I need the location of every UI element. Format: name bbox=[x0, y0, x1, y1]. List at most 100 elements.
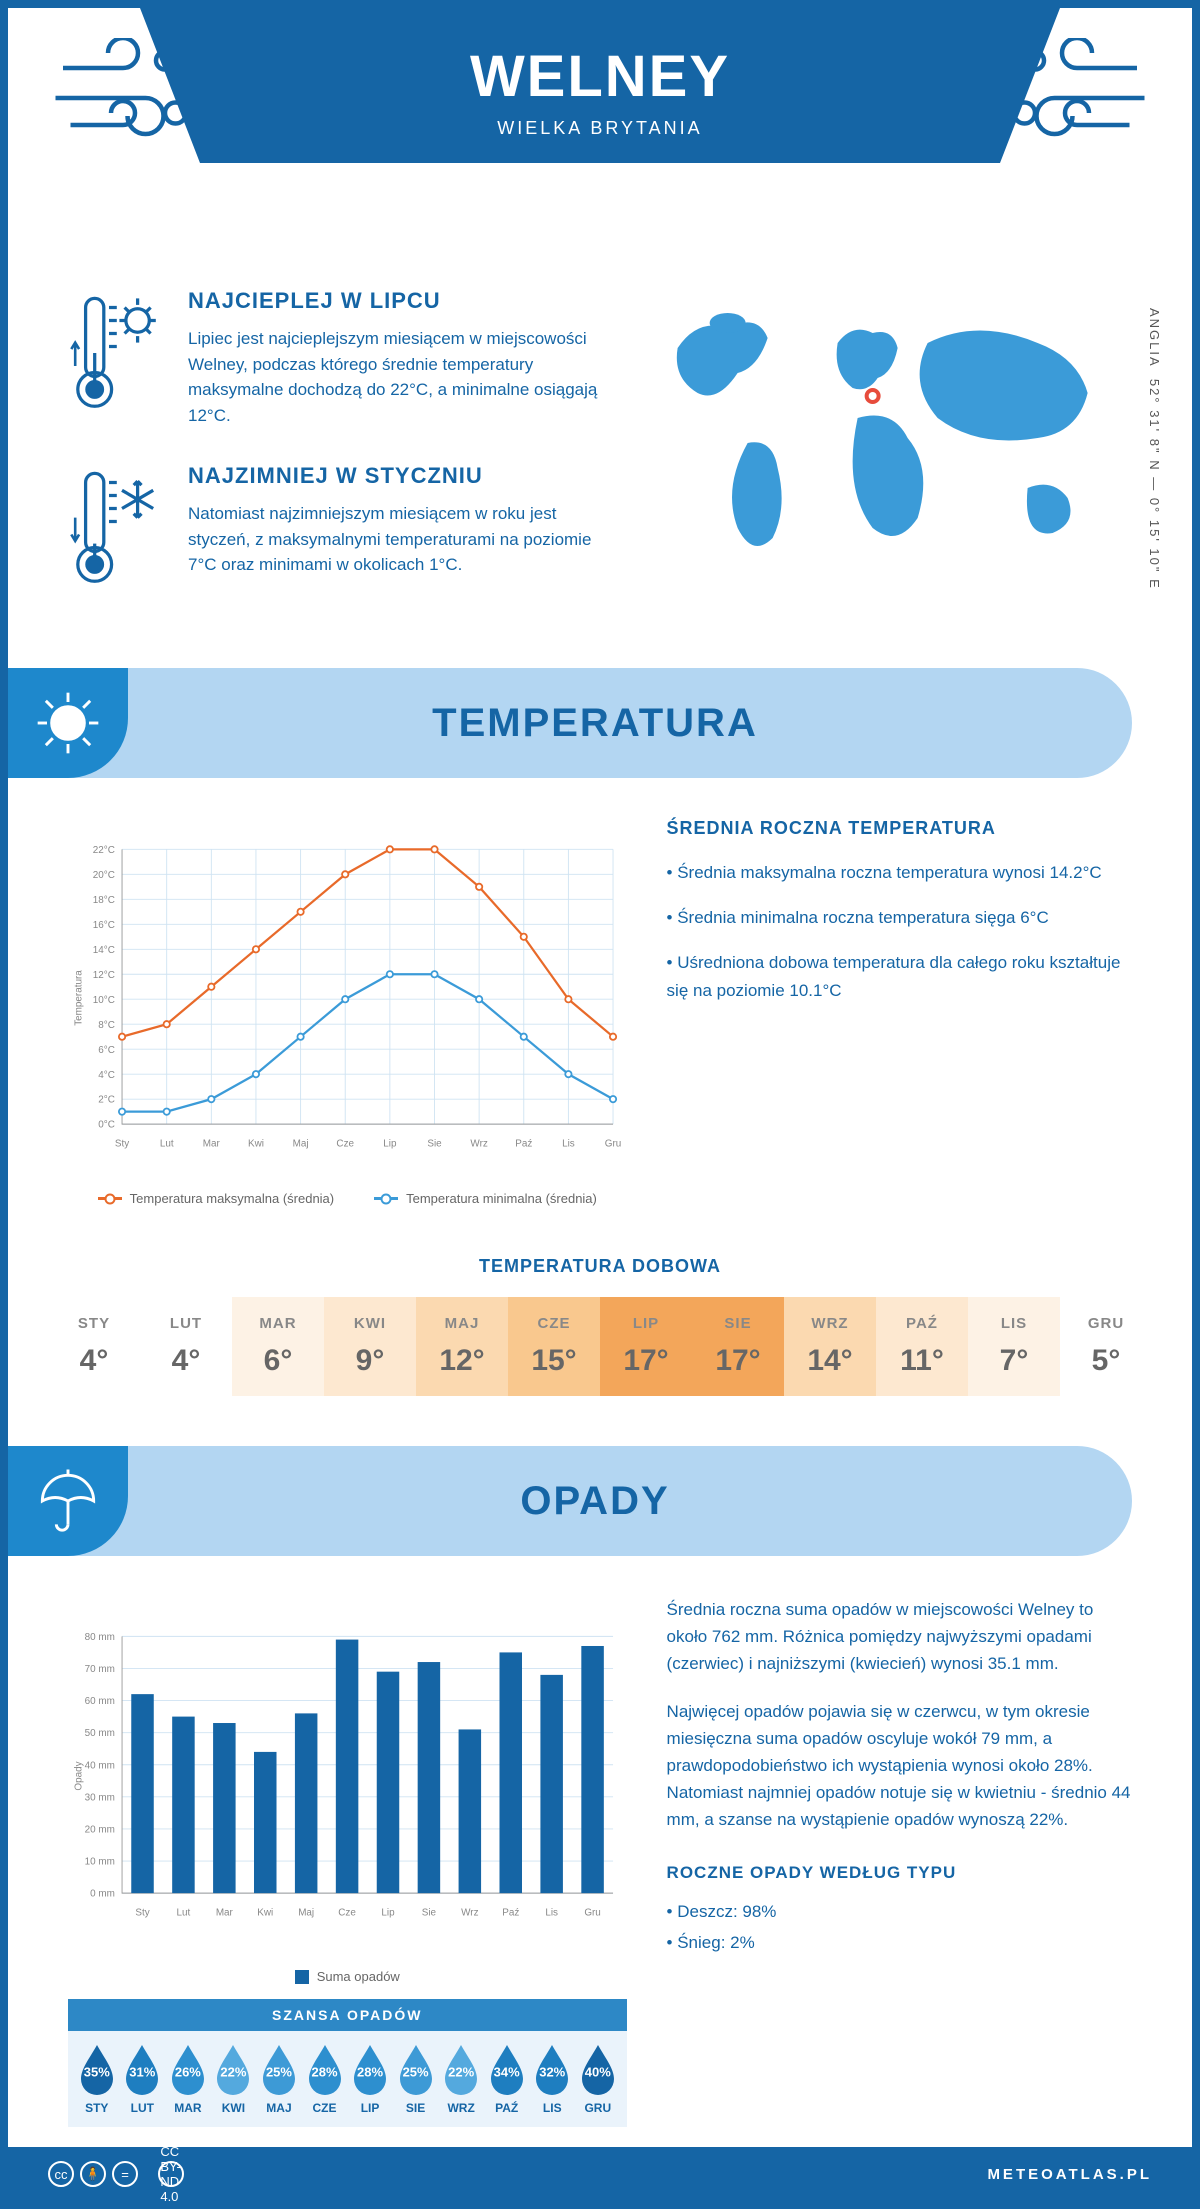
daily-value: 11° bbox=[876, 1344, 968, 1378]
svg-text:Sty: Sty bbox=[135, 1908, 149, 1919]
by-type-title: ROCZNE OPADY WEDŁUG TYPU bbox=[667, 1859, 1132, 1886]
daily-month: LUT bbox=[140, 1315, 232, 1332]
chance-month: CZE bbox=[302, 2101, 348, 2115]
svg-text:4°C: 4°C bbox=[98, 1070, 115, 1081]
daily-month: LIS bbox=[968, 1315, 1060, 1332]
chance-value: 28% bbox=[357, 2064, 383, 2079]
cold-body: Natomiast najzimniejszym miesiącem w rok… bbox=[188, 501, 603, 578]
drop-icon: 34% bbox=[486, 2043, 528, 2095]
chance-month: PAŹ bbox=[484, 2101, 530, 2115]
chance-value: 40% bbox=[585, 2064, 611, 2079]
by-type-item: • Śnieg: 2% bbox=[667, 1929, 1132, 1956]
svg-text:20°C: 20°C bbox=[93, 870, 115, 881]
precip-paragraph: Średnia roczna suma opadów w miejscowośc… bbox=[667, 1596, 1132, 1678]
daily-value: 6° bbox=[232, 1344, 324, 1378]
svg-text:Sty: Sty bbox=[115, 1139, 129, 1150]
chance-cell: 22% KWI bbox=[211, 2043, 257, 2115]
drop-icon: 25% bbox=[395, 2043, 437, 2095]
coordinates: ANGLIA 52° 31' 8" N — 0° 15' 10" E bbox=[1147, 308, 1162, 590]
svg-text:Lis: Lis bbox=[562, 1139, 575, 1150]
chance-cell: 25% SIE bbox=[393, 2043, 439, 2115]
svg-text:16°C: 16°C bbox=[93, 920, 115, 931]
daily-cell: WRZ14° bbox=[784, 1297, 876, 1396]
daily-cell: MAR6° bbox=[232, 1297, 324, 1396]
svg-text:Lip: Lip bbox=[381, 1908, 395, 1919]
svg-text:80 mm: 80 mm bbox=[85, 1632, 115, 1643]
daily-cell: LIS7° bbox=[968, 1297, 1060, 1396]
sun-icon bbox=[8, 668, 128, 778]
chance-month: LUT bbox=[120, 2101, 166, 2115]
svg-text:2°C: 2°C bbox=[98, 1095, 115, 1106]
svg-text:20 mm: 20 mm bbox=[85, 1825, 115, 1836]
daily-value: 15° bbox=[508, 1344, 600, 1378]
svg-text:Sie: Sie bbox=[422, 1908, 437, 1919]
cold-card: NAJZIMNIEJ W STYCZNIU Natomiast najzimni… bbox=[68, 463, 603, 593]
chance-value: 25% bbox=[403, 2064, 429, 2079]
temp-stat-bullet: • Średnia minimalna roczna temperatura s… bbox=[667, 904, 1132, 931]
page: WELNEY WIELKA BRYTANIA NAJCIEPLEJ W LIPC… bbox=[0, 0, 1200, 2209]
svg-text:Gru: Gru bbox=[584, 1908, 601, 1919]
page-subtitle: WIELKA BRYTANIA bbox=[200, 118, 1000, 139]
chance-value: 32% bbox=[539, 2064, 565, 2079]
daily-value: 17° bbox=[600, 1344, 692, 1378]
svg-text:8°C: 8°C bbox=[98, 1020, 115, 1031]
chance-month: STY bbox=[74, 2101, 120, 2115]
cold-title: NAJZIMNIEJ W STYCZNIU bbox=[188, 463, 603, 489]
svg-text:Kwi: Kwi bbox=[257, 1908, 273, 1919]
svg-text:Opady: Opady bbox=[74, 1761, 85, 1790]
daily-month: SIE bbox=[692, 1315, 784, 1332]
chance-cell: 34% PAŹ bbox=[484, 2043, 530, 2115]
svg-text:Maj: Maj bbox=[293, 1139, 309, 1150]
daily-value: 12° bbox=[416, 1344, 508, 1378]
drop-icon: 35% bbox=[76, 2043, 118, 2095]
temperature-content: 0°C2°C4°C6°C8°C10°C12°C14°C16°C18°C20°C2… bbox=[8, 818, 1192, 1236]
daily-month: LIP bbox=[600, 1315, 692, 1332]
chance-cell: 26% MAR bbox=[165, 2043, 211, 2115]
temperature-stats: ŚREDNIA ROCZNA TEMPERATURA • Średnia mak… bbox=[667, 818, 1132, 1206]
warm-body: Lipiec jest najcieplejszym miesiącem w m… bbox=[188, 326, 603, 428]
daily-temp-table: STY4°LUT4°MAR6°KWI9°MAJ12°CZE15°LIP17°SI… bbox=[48, 1297, 1152, 1396]
legend-min: Temperatura minimalna (średnia) bbox=[406, 1191, 597, 1206]
temp-legend: Temperatura maksymalna (średnia) Tempera… bbox=[68, 1191, 627, 1206]
chance-cell: 32% LIS bbox=[529, 2043, 575, 2115]
chance-value: 35% bbox=[84, 2064, 110, 2079]
umbrella-icon bbox=[8, 1446, 128, 1556]
svg-text:Cze: Cze bbox=[336, 1139, 354, 1150]
world-map-icon bbox=[623, 288, 1132, 588]
cc-icon: cc bbox=[48, 2161, 74, 2187]
temp-stats-title: ŚREDNIA ROCZNA TEMPERATURA bbox=[667, 818, 1132, 839]
temperature-banner: TEMPERATURA bbox=[8, 668, 1132, 778]
svg-text:70 mm: 70 mm bbox=[85, 1664, 115, 1675]
page-title: WELNEY bbox=[200, 43, 1000, 110]
svg-text:18°C: 18°C bbox=[93, 895, 115, 906]
header: WELNEY WIELKA BRYTANIA bbox=[8, 8, 1192, 268]
intro-row: NAJCIEPLEJ W LIPCU Lipiec jest najcieple… bbox=[8, 268, 1192, 668]
chance-value: 28% bbox=[311, 2064, 337, 2079]
svg-text:10°C: 10°C bbox=[93, 995, 115, 1006]
precip-content: 0 mm10 mm20 mm30 mm40 mm50 mm60 mm70 mm8… bbox=[8, 1596, 1192, 2147]
chance-cell: 40% GRU bbox=[575, 2043, 621, 2115]
precip-title: OPADY bbox=[158, 1479, 1132, 1524]
svg-text:Mar: Mar bbox=[216, 1908, 234, 1919]
drop-icon: 22% bbox=[212, 2043, 254, 2095]
svg-text:Mar: Mar bbox=[203, 1139, 221, 1150]
chance-value: 26% bbox=[175, 2064, 201, 2079]
svg-text:40 mm: 40 mm bbox=[85, 1760, 115, 1771]
intro-left: NAJCIEPLEJ W LIPCU Lipiec jest najcieple… bbox=[68, 288, 603, 628]
svg-text:Wrz: Wrz bbox=[461, 1908, 478, 1919]
license-text: CC BY-ND 4.0 bbox=[158, 2161, 184, 2187]
chance-value: 22% bbox=[448, 2064, 474, 2079]
svg-text:0°C: 0°C bbox=[98, 1120, 115, 1131]
svg-text:14°C: 14°C bbox=[93, 945, 115, 956]
drop-icon: 26% bbox=[167, 2043, 209, 2095]
svg-text:22°C: 22°C bbox=[93, 845, 115, 856]
chance-cell: 25% MAJ bbox=[256, 2043, 302, 2115]
chance-month: KWI bbox=[211, 2101, 257, 2115]
svg-text:Lip: Lip bbox=[383, 1139, 397, 1150]
title-banner: WELNEY WIELKA BRYTANIA bbox=[200, 8, 1000, 163]
chance-value: 31% bbox=[129, 2064, 155, 2079]
chance-month: MAJ bbox=[256, 2101, 302, 2115]
footer: cc 🧍 = CC BY-ND 4.0 METEOATLAS.PL bbox=[8, 2147, 1192, 2201]
map-panel: ANGLIA 52° 31' 8" N — 0° 15' 10" E bbox=[623, 288, 1132, 628]
daily-month: MAJ bbox=[416, 1315, 508, 1332]
